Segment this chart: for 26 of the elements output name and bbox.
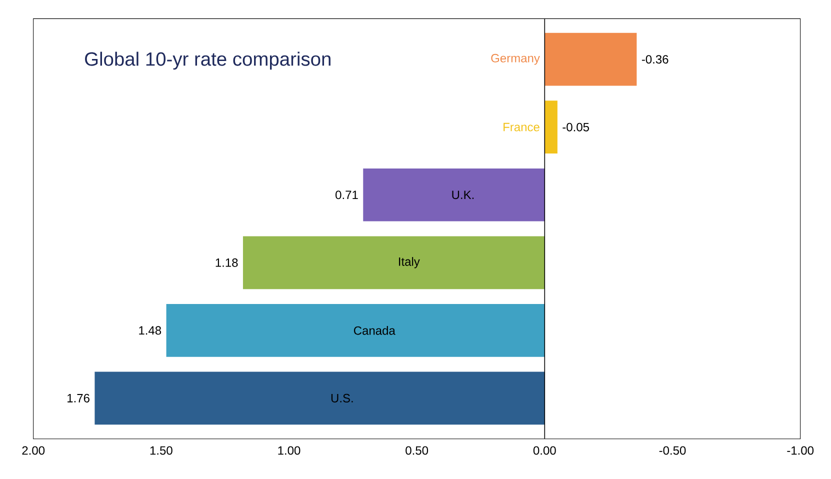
data-label: 1.18 bbox=[216, 258, 238, 267]
data-label: -0.05 bbox=[562, 122, 590, 132]
x-tick-label: 0.50 bbox=[406, 446, 428, 455]
data-label: 0.71 bbox=[336, 190, 358, 200]
data-label: -0.36 bbox=[642, 55, 668, 64]
y-tick-label: Germany bbox=[491, 54, 540, 65]
x-tick-label: 1.00 bbox=[278, 446, 300, 455]
bar bbox=[166, 304, 545, 357]
y-tick-label: U.S. bbox=[331, 394, 353, 403]
x-tick-label: 1.50 bbox=[150, 446, 172, 455]
x-tick-label: -1.00 bbox=[787, 446, 814, 455]
y-tick-label: Italy bbox=[399, 257, 420, 268]
y-tick-label: U.K. bbox=[452, 190, 474, 200]
text: Global 10-yr rate comparison bbox=[85, 52, 330, 70]
bar bbox=[544, 32, 637, 86]
x-tick-label: -0.50 bbox=[659, 446, 686, 455]
data-label: 1.48 bbox=[139, 326, 162, 335]
x-tick-label: 2.00 bbox=[22, 446, 45, 455]
y-tick-label: Canada bbox=[354, 326, 396, 335]
x-tick-label: 0.00 bbox=[533, 446, 556, 455]
bar bbox=[544, 100, 558, 154]
bar bbox=[94, 372, 545, 425]
bar bbox=[363, 168, 545, 222]
bar bbox=[242, 236, 545, 290]
data-label: 1.76 bbox=[68, 394, 90, 403]
y-tick-label: France bbox=[504, 122, 540, 132]
